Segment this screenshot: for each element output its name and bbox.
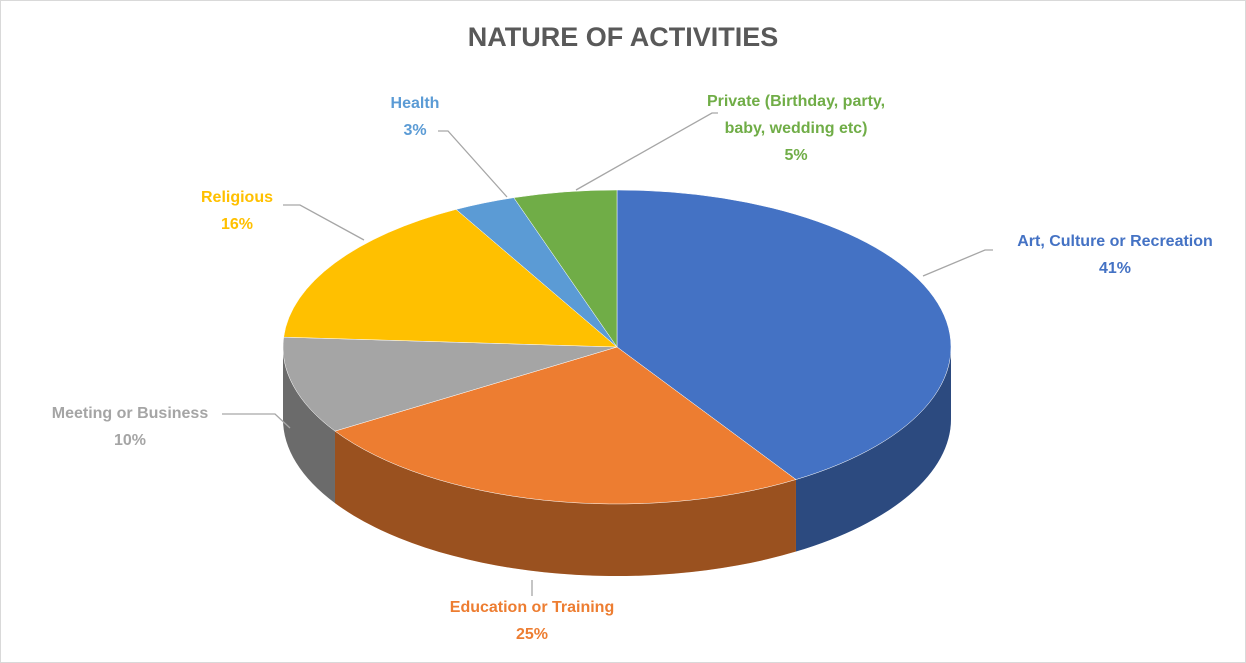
slice-side: [795, 347, 951, 552]
category-label: Health: [390, 95, 440, 112]
side-shade: [283, 347, 335, 504]
slice: [282, 336, 618, 432]
data-label: Meeting or Business 10%: [20, 400, 240, 454]
side-shade: [795, 347, 951, 552]
leader-line: [575, 112, 718, 191]
data-label: Education or Training 25%: [402, 594, 662, 648]
category-label: Private (Birthday, party, baby, wedding …: [706, 93, 886, 137]
value-label: 3%: [403, 122, 427, 139]
value-label: 41%: [1098, 260, 1132, 277]
leader-line: [922, 249, 993, 277]
category-label: Art, Culture or Recreation: [1017, 233, 1213, 250]
leader-line: [283, 204, 365, 241]
slice-side: [283, 347, 335, 504]
value-label: 10%: [113, 432, 147, 449]
data-label: Religious 16%: [157, 184, 317, 238]
slice: [283, 209, 618, 348]
slice: [513, 189, 618, 348]
data-label: Health 3%: [355, 90, 475, 144]
category-label: Religious: [200, 189, 273, 206]
value-label: 5%: [784, 147, 808, 164]
category-label: Meeting or Business: [51, 405, 209, 422]
value-label: 16%: [220, 216, 254, 233]
chart-title: NATURE OF ACTIVITIES: [467, 22, 779, 52]
data-label: Private (Birthday, party, baby, wedding …: [696, 88, 896, 169]
value-label: 25%: [515, 626, 549, 643]
slice: [616, 189, 952, 480]
data-label: Art, Culture or Recreation 41%: [975, 228, 1246, 282]
slice-side: [334, 431, 796, 577]
leader-line: [222, 413, 291, 429]
leader-line: [438, 130, 508, 198]
category-label: Education or Training: [449, 599, 615, 616]
side-shade: [334, 431, 796, 577]
slice: [334, 346, 797, 505]
